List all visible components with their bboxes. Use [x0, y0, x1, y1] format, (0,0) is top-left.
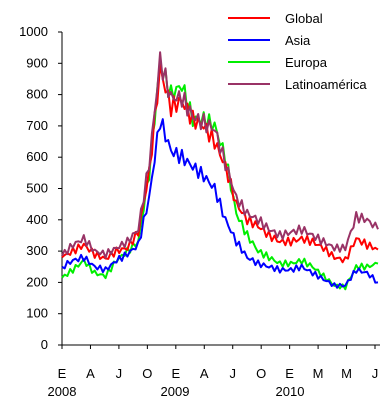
series-line-latinoamrica	[61, 51, 379, 259]
y-tick-label: 700	[26, 118, 48, 133]
y-tick-label: 600	[26, 149, 48, 164]
x-tick-label: E	[171, 366, 180, 381]
y-tick-label: 800	[26, 87, 48, 102]
x-axis: E A J O E A J O E M M J 2008 2009 2010	[48, 344, 380, 399]
year-label: 2010	[276, 384, 305, 399]
y-tick-label: 100	[26, 306, 48, 321]
y-tick-label: 400	[26, 212, 48, 227]
year-label: 2009	[161, 384, 190, 399]
x-tick-label: A	[200, 366, 209, 381]
x-tick-label: M	[341, 366, 352, 381]
y-axis: 0 100 200 300 400 500 600 700 800 900 1000	[19, 24, 63, 352]
y-tick-label: 1000	[19, 24, 48, 39]
x-tick-label: J	[229, 366, 236, 381]
x-tick-label: A	[86, 366, 95, 381]
y-tick-label: 300	[26, 243, 48, 258]
legend-label: Global	[285, 11, 323, 26]
x-tick-label: M	[313, 366, 324, 381]
x-tick-label: E	[58, 366, 67, 381]
legend: Global Asia Europa Latinoamérica	[228, 11, 367, 92]
legend-label: Latinoamérica	[285, 77, 367, 92]
series-lines	[61, 51, 379, 291]
y-tick-label: 500	[26, 181, 48, 196]
series-line-asia	[61, 118, 379, 289]
year-label: 2008	[48, 384, 77, 399]
y-tick-label: 900	[26, 55, 48, 70]
x-tick-label: J	[372, 366, 379, 381]
series-line-global	[61, 63, 379, 264]
x-tick-label: J	[116, 366, 123, 381]
x-tick-label: O	[142, 366, 152, 381]
legend-label: Asia	[285, 33, 311, 48]
y-tick-label: 200	[26, 274, 48, 289]
legend-label: Europa	[285, 55, 328, 70]
x-tick-label: E	[285, 366, 294, 381]
y-tick-label: 0	[41, 337, 48, 352]
x-tick-label: O	[256, 366, 266, 381]
